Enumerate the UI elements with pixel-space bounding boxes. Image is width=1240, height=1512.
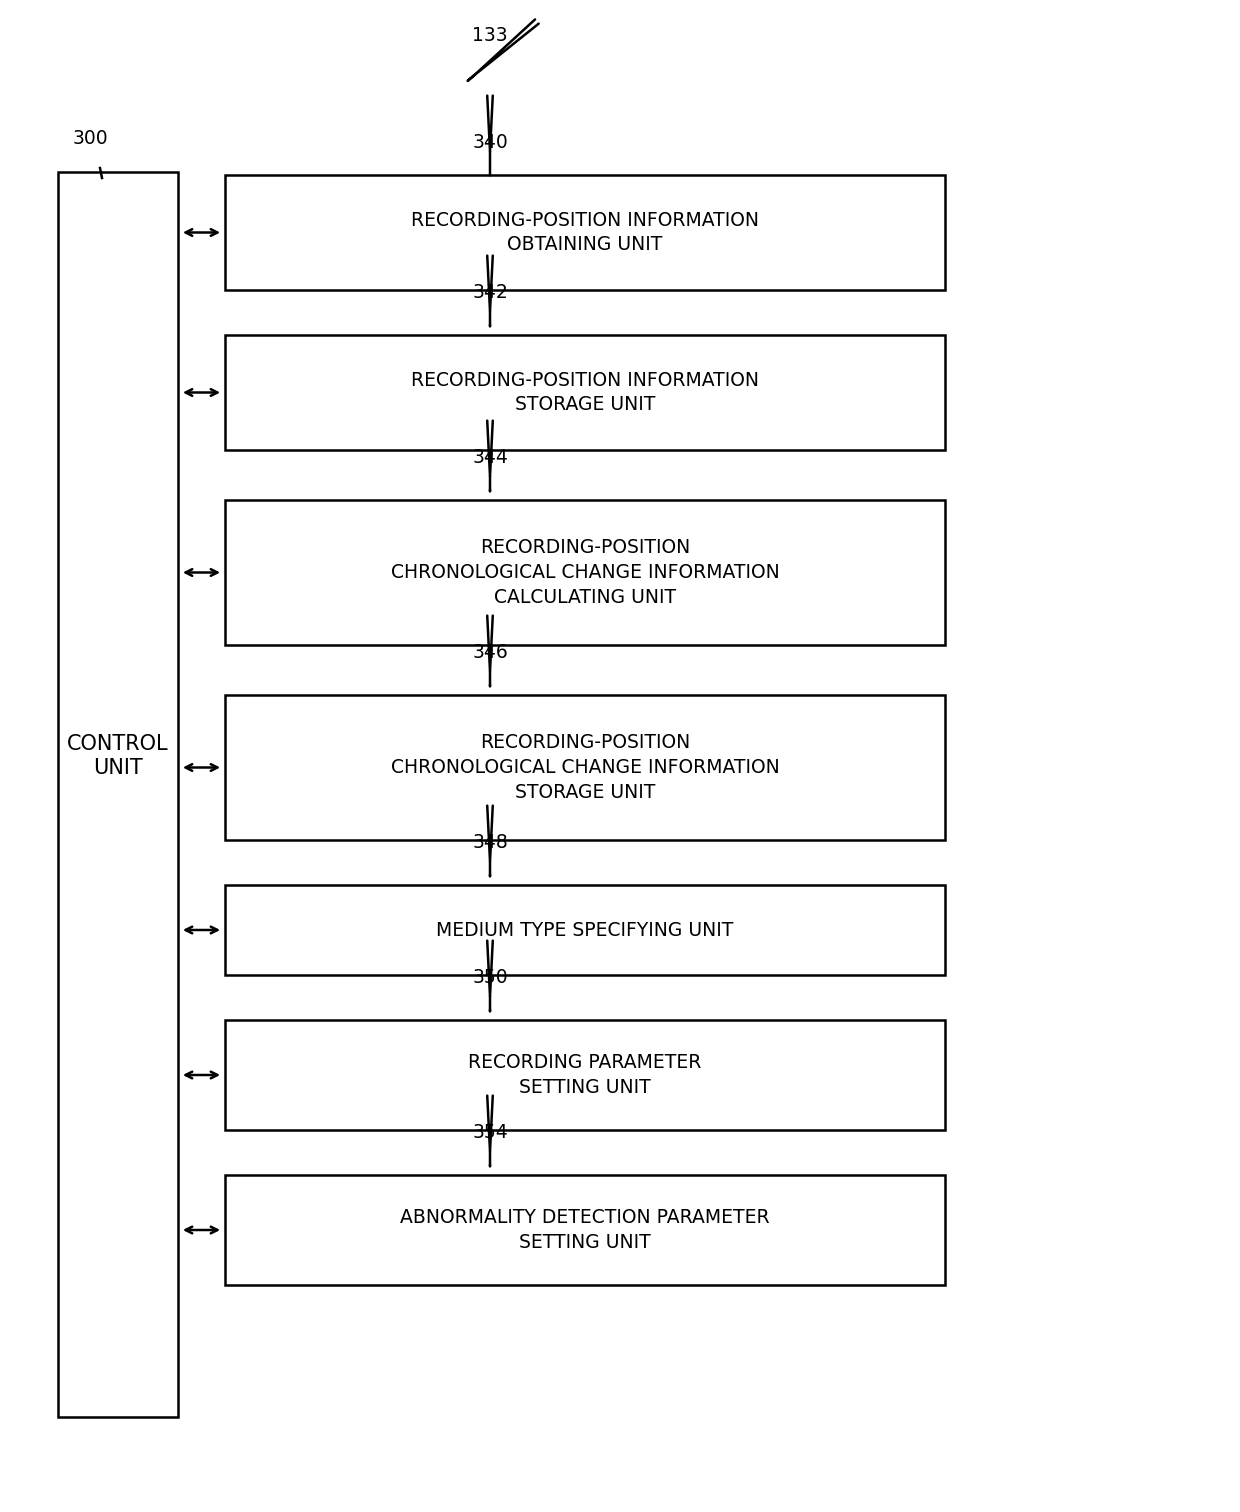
Bar [224,696,945,841]
Bar [224,1175,945,1285]
Text: RECORDING PARAMETER
SETTING UNIT: RECORDING PARAMETER SETTING UNIT [469,1052,702,1098]
Text: 300: 300 [73,129,109,148]
Bar [58,172,179,1417]
Text: 348: 348 [472,833,508,851]
Bar [224,175,945,290]
Text: CONTROL
UNIT: CONTROL UNIT [67,735,169,777]
Text: 344: 344 [472,448,508,467]
Text: RECORDING-POSITION INFORMATION
OBTAINING UNIT: RECORDING-POSITION INFORMATION OBTAINING… [410,210,759,254]
Text: 350: 350 [472,968,508,987]
Text: RECORDING-POSITION
CHRONOLOGICAL CHANGE INFORMATION
CALCULATING UNIT: RECORDING-POSITION CHRONOLOGICAL CHANGE … [391,538,780,606]
Text: 133: 133 [472,26,508,45]
Bar [224,336,945,451]
Bar [224,1021,945,1129]
Text: RECORDING-POSITION INFORMATION
STORAGE UNIT: RECORDING-POSITION INFORMATION STORAGE U… [410,370,759,414]
Text: 354: 354 [472,1123,508,1142]
Text: 346: 346 [472,643,508,662]
Bar [224,885,945,975]
Text: 340: 340 [472,133,508,153]
Text: 342: 342 [472,283,508,302]
Text: ABNORMALITY DETECTION PARAMETER
SETTING UNIT: ABNORMALITY DETECTION PARAMETER SETTING … [401,1208,770,1252]
Text: MEDIUM TYPE SPECIFYING UNIT: MEDIUM TYPE SPECIFYING UNIT [436,921,734,939]
Bar [224,500,945,646]
Text: RECORDING-POSITION
CHRONOLOGICAL CHANGE INFORMATION
STORAGE UNIT: RECORDING-POSITION CHRONOLOGICAL CHANGE … [391,733,780,801]
